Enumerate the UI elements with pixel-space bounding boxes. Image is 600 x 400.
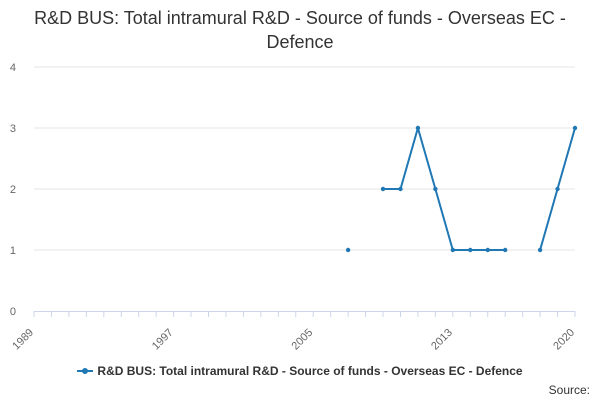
chart-title: R&D BUS: Total intramural R&D - Source o…: [34, 8, 566, 52]
data-point: [380, 186, 386, 192]
source-label: Source:: [548, 383, 590, 397]
y-tick-label: 0: [10, 306, 16, 318]
data-point: [468, 247, 473, 253]
x-tick-label: 2020: [551, 327, 577, 353]
series-layer: [345, 125, 578, 253]
data-point: [555, 186, 560, 192]
data-point: [537, 247, 543, 253]
y-tick-label: 3: [10, 123, 16, 135]
y-tick-label: 2: [10, 184, 16, 196]
legend[interactable]: R&D BUS: Total intramural R&D - Source o…: [0, 364, 600, 378]
data-point: [450, 247, 456, 253]
data-point: [433, 186, 438, 192]
y-axis-ticks: 0 1 2 3 4: [10, 62, 16, 318]
series-line: [383, 127, 506, 251]
grid-lines: [34, 66, 575, 251]
x-tick-label: 2005: [290, 327, 316, 353]
y-tick-label: 1: [10, 245, 16, 257]
data-point: [502, 247, 508, 253]
y-tick-label: 4: [10, 62, 16, 74]
x-tick-label: 2013: [429, 327, 455, 353]
data-point: [345, 247, 351, 253]
data-point: [415, 125, 421, 131]
data-point: [398, 186, 403, 192]
data-point: [572, 125, 578, 131]
data-point: [485, 247, 490, 253]
legend-label: R&D BUS: Total intramural R&D - Source o…: [97, 364, 523, 378]
legend-swatch-icon: [77, 365, 94, 377]
x-tick-label: 1989: [10, 327, 36, 353]
x-axis-ticks: 1989 1997 2005 2013 2020: [10, 327, 577, 353]
x-axis: [33, 311, 576, 317]
x-tick-label: 1997: [150, 327, 176, 353]
